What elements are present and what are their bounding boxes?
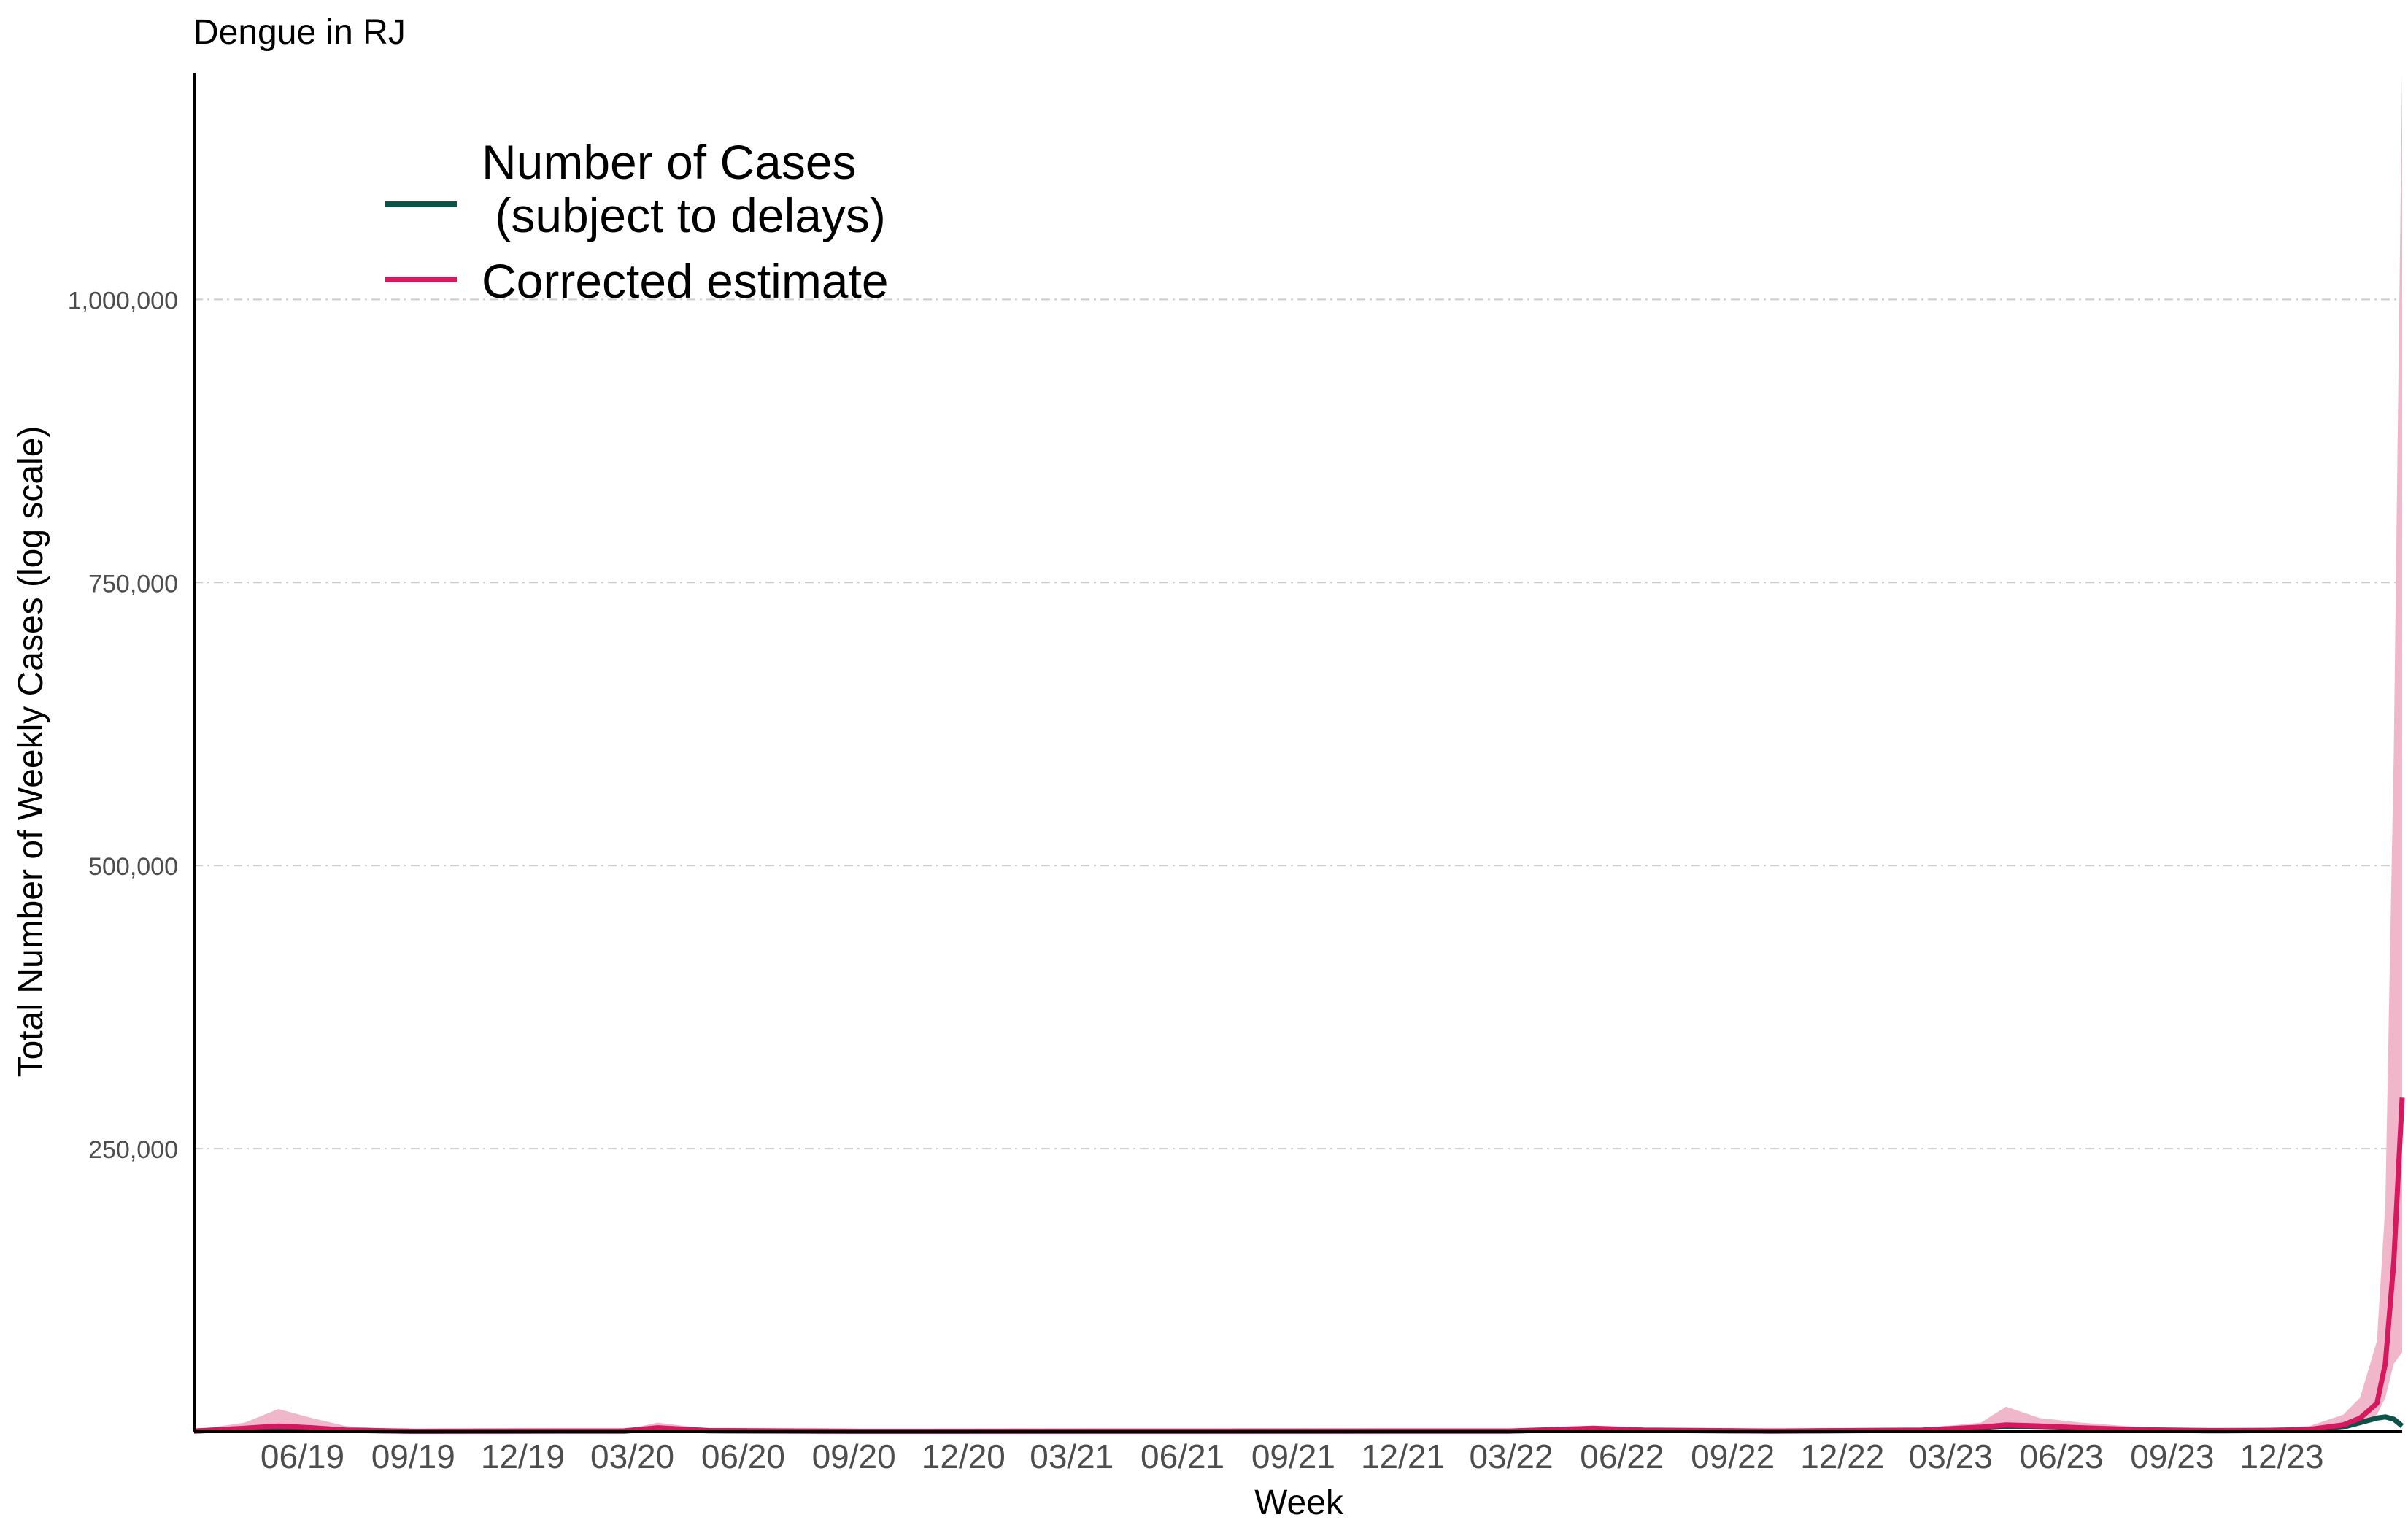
x-tick-label: 12/21	[1361, 1437, 1445, 1475]
x-tick-label: 06/21	[1141, 1437, 1224, 1475]
x-tick-label: 03/20	[590, 1437, 674, 1475]
legend-label-cases: Number of Cases (subject to delays)	[482, 135, 886, 242]
x-tick-label: 06/19	[261, 1437, 344, 1475]
legend-label-estimate: Corrected estimate	[482, 254, 889, 308]
x-tick-label: 12/19	[481, 1437, 565, 1475]
x-tick-label: 09/23	[2130, 1437, 2214, 1475]
y-axis-label: Total Number of Weekly Cases (log scale)	[12, 426, 50, 1078]
y-tick-labels: 250,000 500,000 750,000 1,000,000	[68, 287, 178, 1164]
x-tick-label: 12/22	[1800, 1437, 1884, 1475]
x-tick-label: 09/21	[1251, 1437, 1335, 1475]
y-grid	[194, 298, 2402, 1150]
x-tick-labels: 06/19 09/19 12/19 03/20 06/20 09/20 12/20 03/21…	[261, 1437, 2324, 1475]
x-tick-label: 03/23	[1909, 1437, 1993, 1475]
axes	[193, 73, 2402, 1433]
x-tick-label: 12/23	[2239, 1437, 2323, 1475]
x-tick-label: 09/22	[1691, 1437, 1775, 1475]
y-tick-label: 500,000	[88, 853, 178, 881]
x-axis-label: Week	[1254, 1483, 1344, 1522]
x-tick-label: 06/23	[2020, 1437, 2104, 1475]
legend-label-line: Number of Cases	[482, 135, 857, 189]
x-tick-label: 06/20	[701, 1437, 785, 1475]
legend-label-line: Corrected estimate	[482, 254, 889, 308]
y-tick-label: 750,000	[88, 570, 178, 598]
x-tick-label: 12/20	[922, 1437, 1006, 1475]
x-tick-label: 06/22	[1580, 1437, 1664, 1475]
x-tick-label: 03/21	[1030, 1437, 1114, 1475]
series-line-layer	[193, 1097, 2405, 1434]
x-tick-label: 09/19	[371, 1437, 455, 1475]
estimate-line	[193, 1097, 2405, 1434]
legend-label-line: (subject to delays)	[482, 188, 886, 242]
legend: Number of Cases (subject to delays) Corr…	[385, 135, 889, 308]
x-tick-label: 03/22	[1469, 1437, 1553, 1475]
x-tick-label: 09/20	[812, 1437, 896, 1475]
y-tick-label: 250,000	[88, 1136, 178, 1164]
y-tick-label: 1,000,000	[68, 287, 178, 314]
chart-title: Dengue in RJ	[193, 13, 406, 52]
